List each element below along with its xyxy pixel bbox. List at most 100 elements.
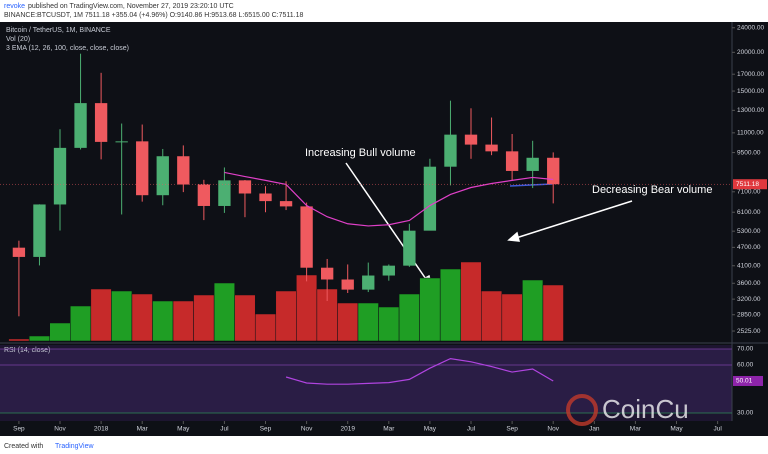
annotation: Decreasing Bear volume [592,184,712,196]
candle-body [547,157,560,185]
volume-bar [398,293,420,342]
chart-title: Bitcoin / TetherUS, 1M, BINANCE [6,27,111,34]
volume-bar [28,335,50,342]
y-tick-label: 6100.00 [737,209,761,216]
candle-body [156,156,169,196]
x-tick-label: Jul [713,426,722,433]
watermark-logo [566,394,598,426]
candle-body [136,141,149,196]
candle-body [423,166,437,231]
y-tick-label: 7100.00 [737,189,761,196]
volume-bar [542,284,564,342]
candle-body [382,265,395,276]
x-tick-label: 2019 [340,426,355,433]
volume-bar [234,294,256,342]
candle-body [403,230,416,266]
watermark: CoinCu [602,394,689,424]
arrow [515,200,633,239]
y-tick-label: 17000.00 [737,71,764,78]
x-tick-label: Sep [506,426,518,433]
candle-body [362,275,375,290]
volume-bar [8,338,30,342]
y-tick-label: 11000.00 [737,130,764,137]
candle-body [197,184,211,206]
x-tick-label: Sep [260,426,272,433]
volume-bar [90,288,112,342]
candle-body [341,279,354,290]
ema-line [224,171,554,227]
y-tick-label: 3200.00 [737,296,761,303]
rsi-band [0,349,732,413]
x-tick-label: Mar [137,426,149,433]
candle-body [526,157,539,171]
annotation: Increasing Bull volume [305,147,416,159]
candle-body [485,144,498,152]
x-tick-label: Mar [630,426,642,433]
rsi-tick-label: 30.00 [737,410,754,417]
volume-bar [152,300,174,342]
x-tick-label: Nov [54,426,66,433]
y-tick-label: 2850.00 [737,311,761,318]
rsi-label: 50.01 [736,378,753,385]
rsi-tick-label: 60.00 [737,362,754,369]
arrow-head [507,231,520,242]
candle-body [74,103,87,148]
volume-bar [481,290,503,342]
candle-body [177,156,190,185]
y-tick-label: 3600.00 [737,280,761,287]
volume-bar [49,322,71,342]
rsi-tick-label: 70.00 [737,346,754,353]
x-tick-label: Jan [589,426,600,433]
x-tick-label: Jul [220,426,229,433]
x-tick-label: Jul [467,426,476,433]
volume-bar [419,277,441,342]
author: revoke [4,3,25,10]
price-label: 7511.18 [736,181,759,188]
volume-bar [254,313,277,342]
candle-body [259,193,272,202]
x-tick-label: May [177,426,190,433]
volume-bar [378,306,400,342]
volume-bar [172,300,194,342]
volume-bar [131,293,153,342]
volume-bar [357,302,379,342]
volume-bar [522,279,544,342]
candle-body [238,180,252,194]
volume-bar [337,302,359,342]
volume-bar [501,293,523,342]
rsi-line [285,357,554,385]
x-tick-label: Nov [301,426,313,433]
y-tick-label: 2525.00 [737,328,761,335]
x-tick-label: May [670,426,683,433]
volume-bar [439,268,461,342]
candle-body [279,201,293,207]
price-label-box [733,179,767,190]
candle-body [444,134,457,167]
indicator: Vol (20) [6,36,30,43]
candle-body [94,103,108,142]
candle-body [464,134,478,145]
x-tick-label: Mar [383,426,395,433]
x-tick-label: Sep [13,426,25,433]
candle-body [218,180,231,206]
candle-body [505,151,519,171]
rsi-label-box [733,375,763,386]
rsi-title: RSI (14, close) [4,347,50,354]
symbol-line: BINANCE:BTCUSDT, 1M 7511.18 +355.04 (+4.… [4,12,303,19]
volume-bar [296,274,318,342]
y-tick-label: 13000.00 [737,107,764,114]
volume-bar [213,282,235,342]
footer: Created with [4,443,43,450]
volume-bar [193,294,215,342]
candle-body [33,204,46,257]
y-tick-label: 5300.00 [737,228,761,235]
volume-bar [460,261,482,342]
y-tick-label: 24000.00 [737,24,764,31]
y-tick-label: 4700.00 [737,244,761,251]
y-tick-label: 4100.00 [737,262,761,269]
volume-bar [70,305,92,342]
candle-body [53,147,67,205]
y-tick-label: 9500.00 [737,149,761,156]
candle-body [320,267,334,280]
